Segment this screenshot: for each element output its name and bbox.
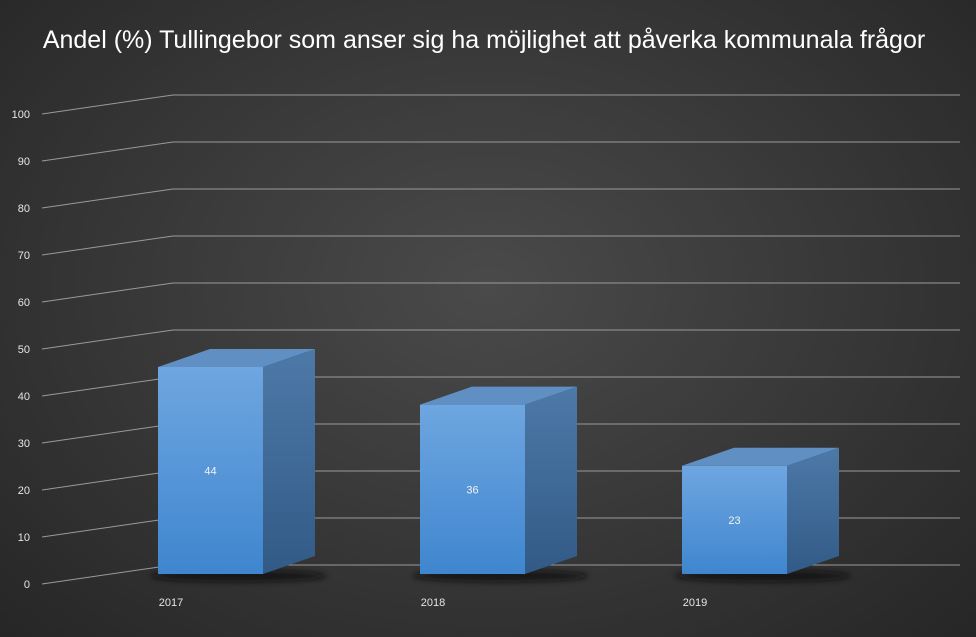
x-axis-labels: 2017 2018 2019 <box>159 597 707 609</box>
bar-side <box>787 447 839 574</box>
gridline <box>41 235 960 256</box>
y-tick-label: 0 <box>24 579 30 591</box>
y-tick-label: 90 <box>18 156 30 168</box>
bar-front <box>682 465 787 574</box>
y-tick-label: 30 <box>18 438 30 450</box>
y-tick-label: 60 <box>18 297 30 309</box>
y-tick-label: 100 <box>12 109 30 121</box>
category-label: 2017 <box>159 597 183 609</box>
bar-top <box>158 349 315 367</box>
bars: 44 36 23 <box>150 349 851 582</box>
bar-front <box>158 367 263 574</box>
category-label: 2019 <box>683 597 707 609</box>
bar-side <box>525 386 577 574</box>
bar-side <box>263 349 315 574</box>
data-label: 23 <box>728 515 740 527</box>
category-label: 2018 <box>421 597 445 609</box>
bar: 36 <box>412 386 589 582</box>
gridline <box>41 94 960 115</box>
y-tick-label: 70 <box>18 250 30 262</box>
bar-top <box>682 447 839 466</box>
y-tick-label: 50 <box>18 344 30 356</box>
gridline <box>41 329 960 350</box>
y-tick-label: 10 <box>18 532 30 544</box>
gridline <box>41 141 960 162</box>
bar-front <box>420 404 525 574</box>
chart-title: Andel (%) Tullingebor som anser sig ha m… <box>43 26 925 54</box>
y-tick-label: 80 <box>18 203 30 215</box>
bar: 44 <box>150 349 327 582</box>
data-label: 44 <box>204 466 216 478</box>
data-label: 36 <box>466 484 478 496</box>
y-axis-ticks: 0 10 20 30 40 50 60 70 80 90 100 <box>12 109 30 591</box>
y-tick-label: 40 <box>18 391 30 403</box>
gridline <box>41 188 960 209</box>
bar-top <box>420 386 577 405</box>
y-tick-label: 20 <box>18 485 30 497</box>
bar: 23 <box>674 447 851 582</box>
gridline <box>41 282 960 303</box>
